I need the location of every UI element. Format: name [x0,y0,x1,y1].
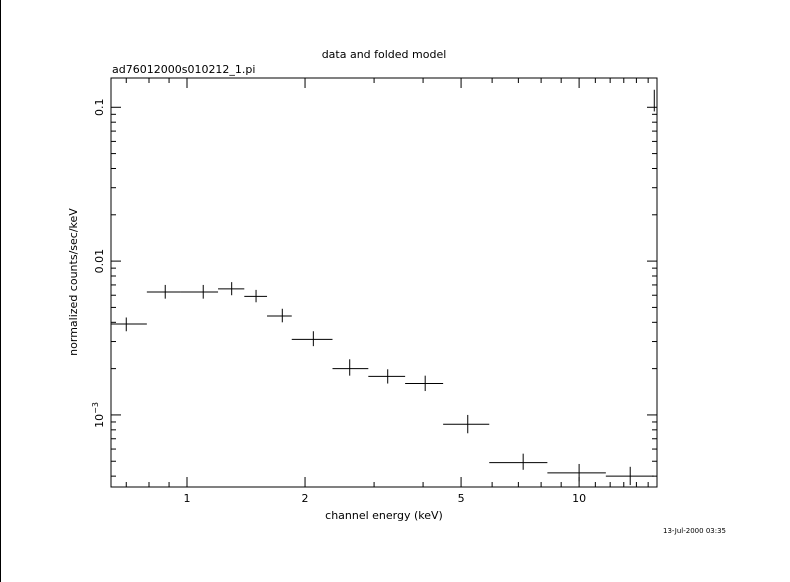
data-point [368,369,406,384]
y-tick-exponent: −3 [91,402,100,414]
data-point [291,331,333,347]
data-point [218,282,245,296]
data-point [146,284,181,299]
x-tick-label: 2 [302,492,309,505]
x-ticks [125,78,649,487]
data-point [332,359,369,376]
data-points [111,282,654,486]
y-ticks [111,106,657,477]
data-point [489,453,548,470]
chart-subtitle: ad76012000s010212_1.pi [112,63,255,76]
y-tick-label: 0.01 [93,249,106,274]
timestamp: 13-Jul-2000 03:35 [663,527,726,535]
data-point [111,317,147,332]
data-point [180,284,219,299]
x-tick-label: 1 [183,492,190,505]
y-tick-label: 10−3 [91,402,106,428]
x-tick-label: 10 [572,492,586,505]
y-axis-label: normalized counts/sec/keV [67,208,80,356]
y-tick-labels: 0.1 0.01 10−3 [91,99,106,428]
x-axis-label: channel energy (keV) [325,509,443,522]
data-point [547,463,606,482]
window-edge [0,0,1,582]
chart-title: data and folded model [322,48,447,61]
data-point [405,375,444,392]
x-tick-label: 5 [458,492,465,505]
data-point [267,308,292,323]
data-point [443,414,490,434]
data-point [605,466,654,486]
x-tick-labels: 1 2 5 10 [183,492,586,505]
data-point [244,289,268,303]
plot-frame [110,77,658,488]
y-tick-label: 0.1 [93,99,106,117]
